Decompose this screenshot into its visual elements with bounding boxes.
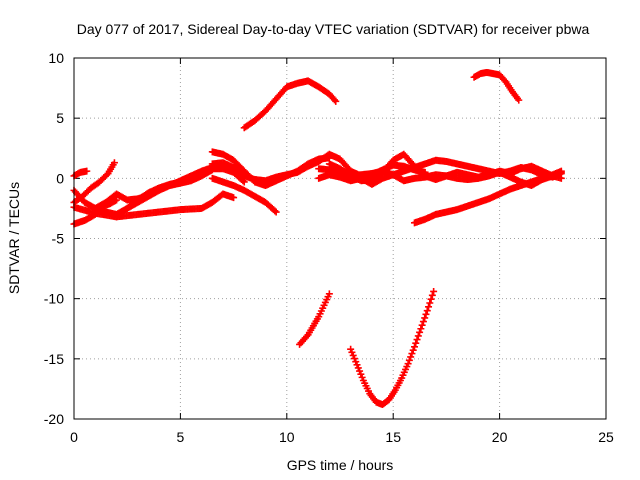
data-point xyxy=(407,353,415,361)
data-point xyxy=(557,167,565,175)
x-tick-label: 5 xyxy=(177,429,185,445)
data-point xyxy=(426,299,434,307)
series-track-11 xyxy=(240,77,340,132)
chart-title: Day 077 of 2017, Sidereal Day-to-day VTE… xyxy=(77,21,590,37)
data-point xyxy=(404,360,412,368)
data-point xyxy=(425,303,433,311)
y-tick-label: 10 xyxy=(48,50,64,66)
data-point xyxy=(557,174,565,182)
data-point xyxy=(239,177,247,185)
x-tick-label: 10 xyxy=(279,429,295,445)
y-tick-label: -10 xyxy=(44,291,64,307)
x-axis-label: GPS time / hours xyxy=(287,457,394,473)
data-point xyxy=(410,343,418,351)
y-axis-label: SDTVAR / TECUs xyxy=(6,182,22,294)
x-tick-label: 0 xyxy=(70,429,78,445)
data-point xyxy=(423,307,431,315)
y-tick-label: -5 xyxy=(52,231,65,247)
data-point xyxy=(427,295,435,303)
series-track-18 xyxy=(470,68,523,104)
data-point xyxy=(332,97,340,105)
data-point xyxy=(272,208,280,216)
y-tick-label: -15 xyxy=(44,351,64,367)
y-tick-label: 0 xyxy=(56,170,64,186)
x-tick-label: 15 xyxy=(385,429,401,445)
y-tick-label: -20 xyxy=(44,411,64,427)
data-point xyxy=(230,194,238,202)
data-point xyxy=(113,196,121,204)
x-tick-label: 25 xyxy=(598,429,614,445)
data-point xyxy=(416,328,424,336)
data-point xyxy=(515,96,523,104)
x-tick-label: 20 xyxy=(492,429,508,445)
data-point xyxy=(103,171,111,179)
series-track-16 xyxy=(296,290,333,348)
plot-frame xyxy=(73,57,607,420)
data-point xyxy=(412,339,420,347)
data-point xyxy=(417,325,425,333)
data-point xyxy=(414,332,422,340)
data-point xyxy=(421,314,429,322)
y-tick-label: 5 xyxy=(56,110,64,126)
data-point xyxy=(271,207,279,215)
series-track-10 xyxy=(208,174,280,216)
data-point xyxy=(405,356,413,364)
data-point xyxy=(408,350,416,358)
grid-lines xyxy=(74,58,606,419)
data-point xyxy=(83,167,91,175)
data-point xyxy=(430,287,438,295)
series-track-17 xyxy=(347,287,438,409)
data-point xyxy=(413,336,421,344)
data-point xyxy=(422,310,430,318)
data-point xyxy=(110,159,118,167)
data-point xyxy=(418,321,426,329)
data-point xyxy=(409,346,417,354)
series-track-7 xyxy=(113,162,248,221)
data-point xyxy=(240,178,248,186)
data-point xyxy=(325,290,333,298)
data-point xyxy=(419,318,427,326)
series-track-15 xyxy=(410,167,565,227)
data-point xyxy=(330,96,338,104)
data-point xyxy=(428,291,436,299)
data-points xyxy=(70,68,565,409)
